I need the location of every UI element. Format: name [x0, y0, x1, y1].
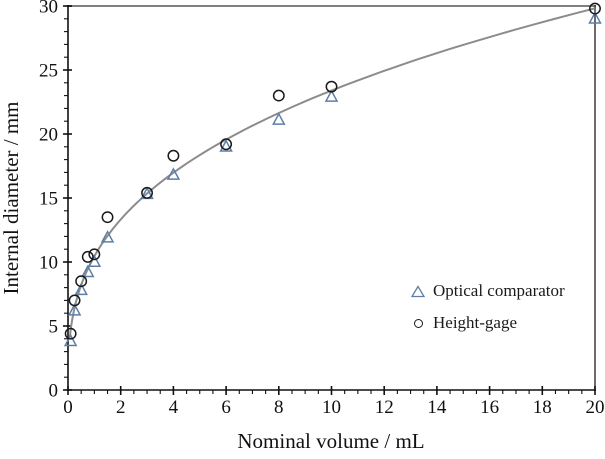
height-gage-marker	[88, 248, 101, 261]
height-gage-marker	[75, 275, 88, 288]
optical-comparator-marker	[74, 282, 88, 296]
legend-item-height-gage: Height-gage	[410, 308, 565, 338]
x-tick-label: 4	[169, 397, 179, 418]
fit-curve	[68, 7, 596, 338]
y-tick-label: 0	[49, 381, 59, 402]
y-tick-label: 10	[39, 253, 58, 274]
x-tick-label: 14	[427, 397, 447, 418]
height-gage-marker	[81, 250, 94, 263]
legend-item-optical-comparator: Optical comparator	[410, 276, 565, 306]
x-tick-label: 20	[586, 397, 605, 418]
optical-comparator-marker	[81, 264, 95, 278]
height-gage-marker	[167, 149, 180, 162]
circle-marker-icon	[410, 318, 426, 328]
height-gage-marker	[64, 327, 77, 340]
optical-comparator-marker	[63, 333, 78, 347]
legend-label-height-gage: Height-gage	[433, 313, 518, 332]
height-gage-marker	[272, 89, 285, 102]
height-gage-marker	[220, 138, 233, 151]
optical-comparator-marker	[272, 112, 286, 125]
x-tick-label: 8	[274, 397, 284, 418]
optical-comparator-marker	[100, 230, 115, 243]
height-gage-marker	[101, 211, 114, 224]
y-tick-label: 30	[39, 0, 58, 18]
x-tick-label: 12	[375, 397, 394, 418]
optical-comparator-marker	[588, 11, 602, 24]
height-gage-marker	[68, 294, 81, 307]
x-tick-label: 10	[322, 397, 341, 418]
height-gage-marker	[325, 80, 338, 93]
y-axis-title: Internal diameter / mm	[0, 101, 23, 294]
height-gage-marker	[141, 186, 154, 199]
y-tick-label: 25	[39, 61, 58, 82]
x-tick-label: 6	[221, 397, 231, 418]
optical-comparator-marker	[324, 89, 339, 102]
triangle-marker-icon	[410, 284, 426, 298]
x-tick-label: 2	[116, 397, 126, 418]
optical-comparator-marker	[219, 139, 233, 152]
height-gage-marker	[589, 2, 601, 15]
legend: Optical comparator Height-gage	[410, 276, 565, 338]
x-axis-title: Nominal volume / mL	[237, 429, 424, 453]
y-tick-label: 20	[39, 125, 58, 146]
x-tick-label: 16	[480, 397, 499, 418]
x-tick-label: 18	[533, 397, 552, 418]
optical-comparator-marker	[67, 303, 82, 316]
y-tick-label: 5	[49, 317, 59, 338]
y-tick-label: 15	[39, 189, 58, 210]
optical-comparator-marker	[166, 167, 181, 180]
legend-label-optical-comparator: Optical comparator	[433, 281, 565, 300]
x-tick-label: 0	[63, 397, 73, 418]
